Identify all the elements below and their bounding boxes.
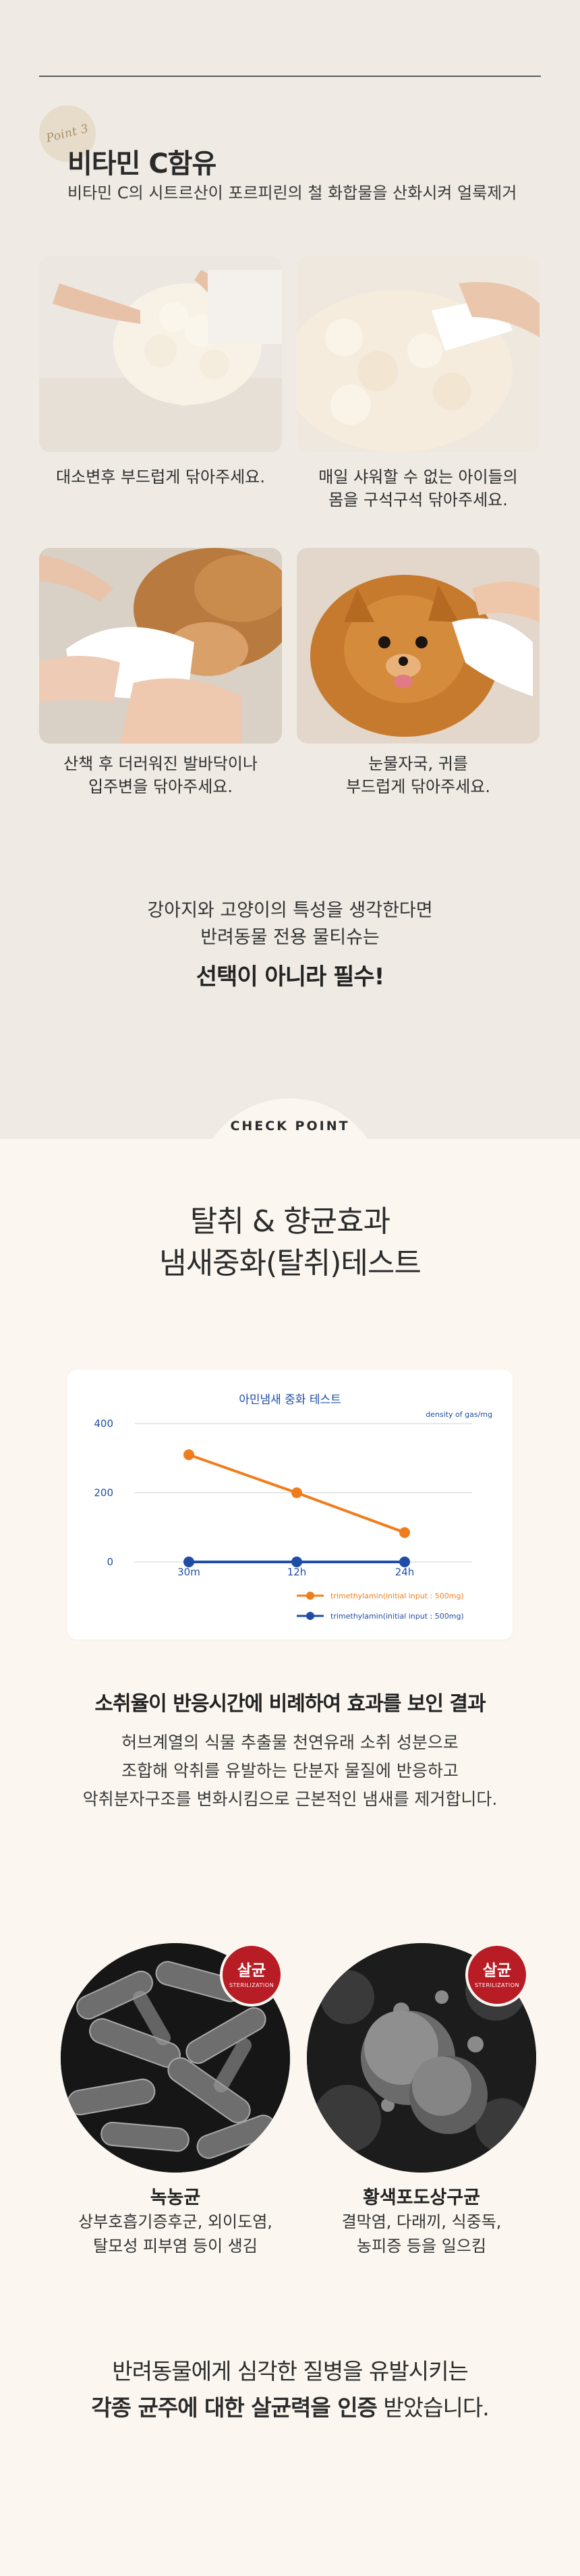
amine-chart-card: 아민냄새 중화 테스트 density of gas/mg 0 200 400 30m 12…	[67, 1370, 513, 1640]
legend-swatch-point	[306, 1592, 314, 1600]
emphasis-line: 반려동물 전용 물티슈는	[200, 927, 380, 948]
y-tick-label: 400	[94, 1418, 113, 1430]
x-tick-label: 12h	[287, 1566, 307, 1578]
series-point	[291, 1557, 302, 1567]
caption-line: 부드럽게 닦아주세요.	[346, 777, 490, 796]
caption-line: 몸을 구석구석 닦아주세요.	[328, 491, 508, 509]
caption-bottom-wipe: 대소변후 부드럽게 닦아주세요.	[32, 466, 289, 488]
legend-swatch-point	[306, 1612, 314, 1620]
title-line: 냄새중화(탈취)테스트	[159, 1246, 422, 1281]
y-tick-label: 0	[107, 1556, 113, 1568]
emphasis-text: 강아지와 고양이의 특성을 생각한다면 반려동물 전용 물티슈는	[0, 897, 580, 951]
sterilization-badge: 살균 STERILIZATION	[220, 1943, 283, 2007]
closing-statement: 반려동물에게 심각한 질병을 유발시키는 각종 균주에 대한 살균력을 인증 받…	[0, 2353, 580, 2426]
vitamin-title: 비타민 C함유	[67, 148, 216, 179]
result-title: 소취율이 반응시간에 비례하여 효과를 보인 결과	[94, 1692, 486, 1716]
section-divider	[39, 76, 541, 77]
photo-paw-wipe	[39, 548, 282, 744]
legend-label: trimethylamin(initial input : 500mg)	[330, 1592, 464, 1600]
germ-desc-line: 농피증 등을 일으킴	[357, 2237, 486, 2256]
germ-description: 상부호흡기증후군, 외이도염, 탈모성 피부염 등이 생김	[40, 2210, 310, 2258]
germ-desc-line: 탈모성 피부염 등이 생김	[93, 2237, 258, 2256]
germ-desc-line: 상부호흡기증후군, 외이도염,	[78, 2212, 272, 2231]
vitamin-description: 비타민 C의 시트르산이 포르피린의 철 화합물을 산화시켜 얼룩제거	[67, 184, 517, 202]
chart-title: 아민냄새 중화 테스트	[239, 1393, 341, 1407]
amine-neutralization-chart: 아민냄새 중화 테스트 density of gas/mg 0 200 400 30m 12…	[94, 1393, 492, 1621]
caption-line: 대소변후 부드럽게 닦아주세요.	[56, 468, 265, 486]
badge-label: 살균	[237, 1961, 266, 1980]
caption-line: 산책 후 더러워진 발바닥이나	[63, 754, 258, 773]
y-tick-label: 200	[94, 1487, 113, 1499]
photo-body-wipe	[297, 256, 540, 452]
caption-paw-wipe: 산책 후 더러워진 발바닥이나 입주변을 닦아주세요.	[32, 752, 289, 798]
caption-line: 입주변을 닦아주세요.	[88, 777, 233, 796]
emphasis-strong: 선택이 아니라 필수!	[196, 963, 384, 990]
title-line: 탈취 & 향균효과	[190, 1204, 390, 1239]
x-tick-label: 30m	[177, 1566, 200, 1578]
badge-sublabel: STERILIZATION	[229, 1982, 274, 1988]
badge-sublabel: STERILIZATION	[474, 1982, 520, 1988]
staphylococcus-image	[307, 1943, 536, 2173]
legend-label: trimethylamin(initial input : 500mg)	[330, 1612, 464, 1621]
sterilization-badge: 살균 STERILIZATION	[465, 1943, 529, 2007]
photo-eye-ear-wipe	[297, 548, 540, 744]
germ-description: 결막염, 다래끼, 식중독, 농피증 등을 일으킴	[287, 2210, 556, 2258]
result-line: 허브계열의 식물 추출물 천연유래 소취 성분으로	[121, 1733, 459, 1752]
deodorize-test-title: 탈취 & 향균효과 냄새중화(탈취)테스트	[0, 1201, 580, 1285]
x-tick-label: 24h	[395, 1566, 415, 1578]
result-line: 조합해 악취를 유발하는 단분자 물질에 반응하고	[121, 1761, 459, 1781]
closing-tail: 받았습니다.	[376, 2395, 489, 2421]
series-point	[399, 1527, 410, 1538]
photo-bottom-wipe	[39, 256, 282, 452]
series-point	[291, 1487, 302, 1499]
result-description: 허브계열의 식물 추출물 천연유래 소취 성분으로 조합해 악취를 유발하는 단…	[0, 1729, 580, 1814]
badge-label: 살균	[482, 1961, 512, 1980]
result-line: 악취분자구조를 변화시킴으로 근본적인 냄새를 제거합니다.	[82, 1789, 498, 1809]
caption-line: 매일 샤워할 수 없는 아이들의	[318, 468, 518, 486]
germ-name: 녹농균	[150, 2187, 201, 2208]
vitamin-section: Point 3 비타민 C함유 비타민 C의 시트르산이 포르피린의 철 화합물…	[0, 0, 580, 1139]
series-point	[183, 1449, 194, 1461]
germ-desc-line: 결막염, 다래끼, 식중독,	[341, 2212, 502, 2231]
caption-line: 눈물자국, 귀를	[368, 754, 468, 773]
series-point	[183, 1557, 194, 1567]
closing-line: 각종 균주에 대한 살균력을 인증 받았습니다.	[0, 2390, 580, 2426]
closing-line: 반려동물에게 심각한 질병을 유발시키는	[112, 2358, 469, 2384]
closing-bold: 각종 균주에 대한 살균력을 인증	[91, 2395, 378, 2421]
emphasis-line: 강아지와 고양이의 특성을 생각한다면	[147, 900, 433, 921]
germ-name: 황색포도상구균	[363, 2187, 480, 2208]
point-badge: Point 3	[39, 105, 96, 162]
caption-body-wipe: 매일 샤워할 수 없는 아이들의 몸을 구석구석 닦아주세요.	[290, 466, 546, 511]
chart-unit-label: density of gas/mg	[426, 1410, 492, 1419]
caption-eye-ear-wipe: 눈물자국, 귀를 부드럽게 닦아주세요.	[290, 752, 546, 798]
check-point-label: CHECK POINT	[230, 1119, 350, 1133]
series-point	[399, 1557, 410, 1567]
